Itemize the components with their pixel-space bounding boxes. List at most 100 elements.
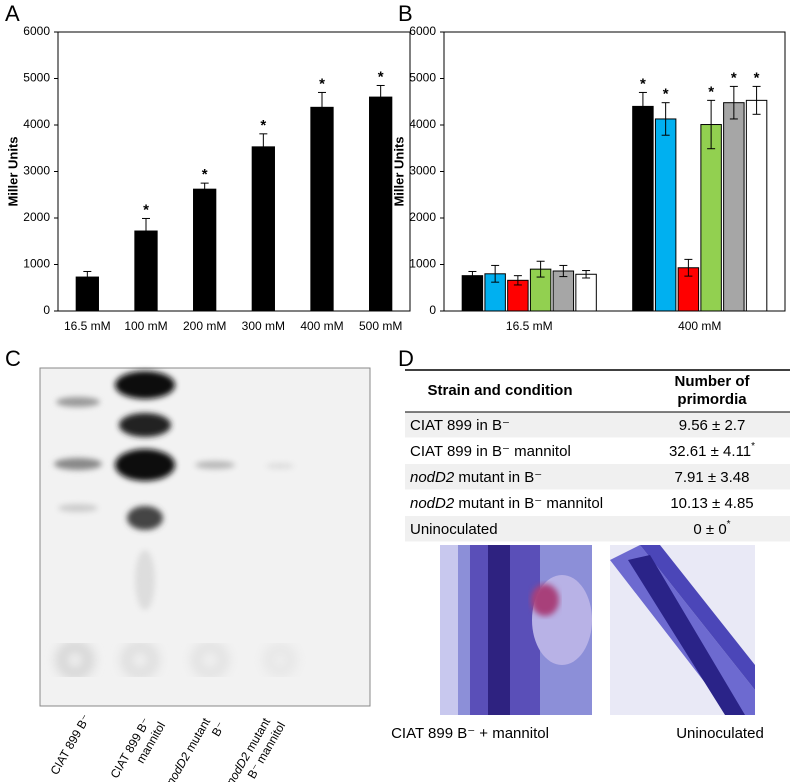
x-tick-label: 16.5 mM [64,319,111,333]
text-run: * [751,441,755,452]
micrograph-inoculated [440,545,592,715]
text-run: CIAT 899 in B⁻ [410,417,510,434]
y-axis-title: Miller Units [5,136,20,206]
y-tick-label: 2000 [409,210,436,224]
table-cell: CIAT 899 in B⁻ mannitol [410,443,571,460]
y-tick-label: 1000 [23,257,50,271]
text-run: 0 ± 0 [693,521,726,538]
panel-label: A [5,1,20,26]
y-tick-label: 5000 [409,71,436,85]
bar [310,106,334,312]
significance-mark: * [754,69,760,86]
significance-mark: * [378,68,384,85]
panel-label: C [5,346,21,371]
row-shade [405,516,790,542]
y-tick-label: 4000 [23,117,50,131]
lane-label: B⁻ [209,720,228,739]
significance-mark: * [202,166,208,183]
row-shade [405,464,790,490]
text-run: nodD2 [410,469,455,486]
text-run: 9.56 ± 2.7 [679,417,746,434]
error-bar [638,91,647,121]
text-run: mutant in B⁻ [454,469,542,486]
bar [193,188,217,312]
table-cell: 32.61 ± 4.11* [669,441,755,460]
table-cell: Uninoculated [410,521,498,538]
x-tick-label: 400 mM [300,319,343,333]
y-tick-label: 5000 [23,71,50,85]
plot-frame [57,31,411,312]
error-bar [491,264,500,283]
significance-mark: * [663,86,669,103]
bar [723,102,745,312]
table-cell: 7.91 ± 3.48 [675,469,750,486]
x-tick-label: 400 mM [678,319,721,333]
error-bar [468,270,477,281]
text-run: Uninoculated [410,521,498,538]
y-tick-label: 2000 [23,210,50,224]
text-run: CIAT 899 B⁻ [48,712,94,777]
significance-mark: * [731,69,737,86]
error-bar [729,85,738,120]
y-tick-label: 0 [43,303,50,317]
error-bar [142,217,150,232]
bar [745,99,768,312]
y-tick-label: 3000 [23,164,50,178]
bar [654,118,677,312]
significance-mark: * [143,201,149,218]
significance-mark: * [319,75,325,92]
text-run: nodD2 [410,495,455,512]
significance-mark: * [260,117,266,134]
text-run: mutant [181,715,213,757]
significance-mark: * [640,75,646,92]
error-bar [559,264,568,278]
y-tick-label: 6000 [23,24,50,38]
x-tick-label: 16.5 mM [506,319,553,333]
error-bar [661,102,670,136]
tlc-image [39,367,371,707]
y-tick-label: 1000 [409,257,436,271]
lane-label: nodD2 mutant [164,715,214,782]
error-bar [536,260,545,278]
bar [575,273,597,312]
table-header: Number of [675,373,751,390]
error-bar [707,99,716,150]
bar [369,96,393,312]
image-caption: Uninoculated [676,725,764,742]
text-run: 10.13 ± 4.85 [670,495,753,512]
panel-label: B [398,1,413,26]
error-bar [83,270,92,278]
table-header: Strain and condition [428,382,573,399]
bar [461,275,484,312]
bar [251,146,275,312]
y-tick-label: 4000 [409,117,436,131]
error-bar [582,270,591,279]
text-run: mutant in B⁻ mannitol [454,495,603,512]
error-bar [752,85,761,115]
table-cell: 0 ± 0* [693,519,730,538]
y-axis-title: Miller Units [391,136,406,206]
bar [700,124,722,312]
error-bar [259,133,268,147]
table-cell: nodD2 mutant in B⁻ mannitol [410,495,603,512]
y-tick-label: 6000 [409,24,436,38]
significance-mark: * [708,83,714,100]
text-run: B⁻ [209,720,228,739]
error-bar [200,182,209,190]
text-run: * [727,519,731,530]
text-run: 7.91 ± 3.48 [675,469,750,486]
error-bar [376,84,385,98]
x-tick-label: 500 mM [359,319,402,333]
panel-label: D [398,346,414,371]
table-cell: CIAT 899 in B⁻ [410,417,510,434]
lane-label: CIAT 899 B⁻ [48,712,94,777]
x-tick-label: 200 mM [183,319,226,333]
x-tick-label: 300 mM [242,319,285,333]
y-tick-label: 0 [429,303,436,317]
bar [134,230,158,312]
table-cell: nodD2 mutant in B⁻ [410,469,542,486]
bar [75,276,99,312]
x-tick-label: 100 mM [124,319,167,333]
row-shade [405,412,790,438]
